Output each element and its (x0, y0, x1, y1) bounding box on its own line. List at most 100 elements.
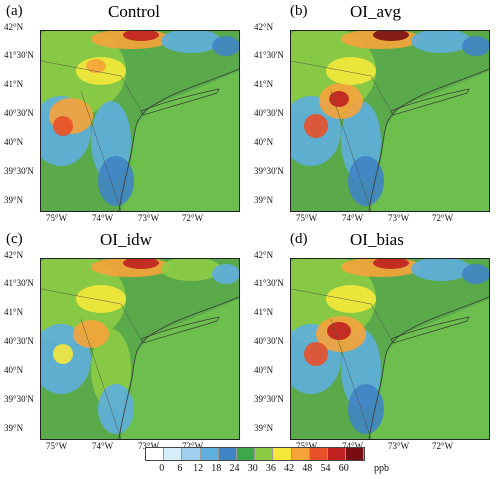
map-frame (290, 30, 490, 212)
longitude-label: 74°W (342, 213, 364, 223)
latitude-label: 40°30'N (254, 108, 284, 118)
longitude-label: 73°W (138, 213, 160, 223)
colorbar-swatch (291, 448, 310, 460)
latitude-label: 40°N (254, 365, 274, 375)
ozone-contour-region (212, 264, 239, 284)
colorbar-swatch (146, 448, 165, 460)
panel-letter: (b) (290, 3, 308, 19)
panel-title: OI_bias (350, 230, 404, 249)
ozone-contour-region (53, 116, 73, 136)
state-border (291, 288, 392, 439)
coastline (118, 296, 239, 439)
colorbar-swatch (218, 448, 237, 460)
coastline (118, 68, 239, 211)
colorbar-swatch (164, 448, 183, 460)
ozone-contour-region (462, 36, 489, 56)
coastline (368, 296, 489, 439)
ozone-map (291, 259, 489, 439)
longitude-label: 72°W (432, 213, 454, 223)
map-frame (40, 258, 240, 440)
colorbar-tick-label: 0 (159, 463, 165, 474)
latitude-label: 41°30'N (254, 50, 284, 60)
latitude-label: 41°N (254, 79, 274, 89)
latitude-label: 41°30'N (4, 50, 34, 60)
longitude-label: 72°W (432, 441, 454, 451)
latitude-label: 41°30'N (254, 278, 284, 288)
latitude-label: 40°30'N (4, 108, 34, 118)
map-frame (40, 30, 240, 212)
ozone-contour-region (329, 91, 349, 107)
colorbar-swatch (309, 448, 328, 460)
latitude-label: 39°30'N (4, 166, 34, 176)
ozone-map (41, 259, 239, 439)
colorbar-swatch (255, 448, 274, 460)
panel-oi-avg: (b) OI_avg 42°N 41°30'N 41°N 40°30'N 40°N 39°… (250, 0, 500, 225)
colorbar-swatch (200, 448, 219, 460)
long-island-outline (140, 88, 220, 116)
colorbar-swatch (346, 448, 365, 460)
ozone-contour-region (76, 285, 126, 313)
colorbar-swatch (182, 448, 201, 460)
latitude-label: 39°N (4, 195, 24, 205)
latitude-label: 42°N (4, 250, 24, 260)
ozone-contour-region (212, 36, 239, 56)
ozone-contour-region (86, 59, 106, 73)
latitude-label: 42°N (254, 22, 274, 32)
ozone-contour-region (326, 285, 376, 313)
ozone-contour-region (327, 322, 351, 340)
colorbar-tick-label: 36 (265, 463, 276, 474)
coastline (368, 68, 489, 211)
latitude-label: 40°30'N (254, 336, 284, 346)
latitude-label: 41°N (4, 307, 24, 317)
latitude-label: 39°N (254, 195, 274, 205)
longitude-label: 73°W (138, 441, 160, 451)
panel-letter: (a) (6, 3, 23, 19)
longitude-label: 73°W (388, 213, 410, 223)
latitude-label: 40°N (4, 137, 24, 147)
ozone-map (41, 31, 239, 211)
colorbar (145, 447, 366, 461)
panel-title: Control (108, 2, 160, 21)
colorbar-swatch (273, 448, 292, 460)
latitude-label: 39°N (4, 423, 24, 433)
ozone-contour-region (411, 259, 471, 281)
ozone-contour-region (53, 344, 73, 364)
colorbar-tick-label: 42 (284, 463, 295, 474)
longitude-label: 73°W (388, 441, 410, 451)
longitude-label: 74°W (342, 441, 364, 451)
ozone-contour-region (304, 342, 328, 366)
state-border (41, 288, 142, 439)
latitude-label: 39°N (254, 423, 274, 433)
ozone-contour-region (373, 259, 409, 269)
ozone-contour-region (304, 114, 328, 138)
latitude-label: 41°30'N (4, 278, 34, 288)
colorbar-tick-label: 48 (302, 463, 313, 474)
panel-control: (a) Control 42°N 41°30'N 41°N 40°30'N 40°N 39… (0, 0, 250, 225)
longitude-label: 74°W (92, 213, 114, 223)
ozone-map (291, 31, 489, 211)
ozone-contour-region (373, 31, 409, 41)
map-frame (290, 258, 490, 440)
latitude-label: 39°30'N (254, 166, 284, 176)
ozone-contour-region (123, 31, 159, 41)
longitude-label: 72°W (182, 213, 204, 223)
colorbar-swatch (327, 448, 347, 460)
longitude-label: 74°W (92, 441, 114, 451)
longitude-label: 75°W (46, 441, 68, 451)
long-island-outline (390, 88, 470, 116)
longitude-label: 72°W (182, 441, 204, 451)
colorbar-tick-label: 24 (229, 463, 240, 474)
panel-title: OI_idw (100, 230, 152, 249)
colorbar-swatch (236, 448, 256, 460)
state-border (41, 60, 142, 211)
ozone-contour-region (123, 259, 159, 269)
ozone-contour-region (161, 31, 221, 53)
panel-oi-bias: (d) OI_bias 42°N 41°30'N 41°N 40°30'N 40°N 39… (250, 228, 500, 453)
latitude-label: 39°30'N (254, 394, 284, 404)
latitude-label: 39°30'N (4, 394, 34, 404)
colorbar-tick-label: 30 (247, 463, 258, 474)
colorbar-tick-label: 6 (177, 463, 183, 474)
panel-title: OI_avg (350, 2, 401, 21)
panel-letter: (d) (290, 231, 308, 247)
latitude-label: 40°N (4, 365, 24, 375)
